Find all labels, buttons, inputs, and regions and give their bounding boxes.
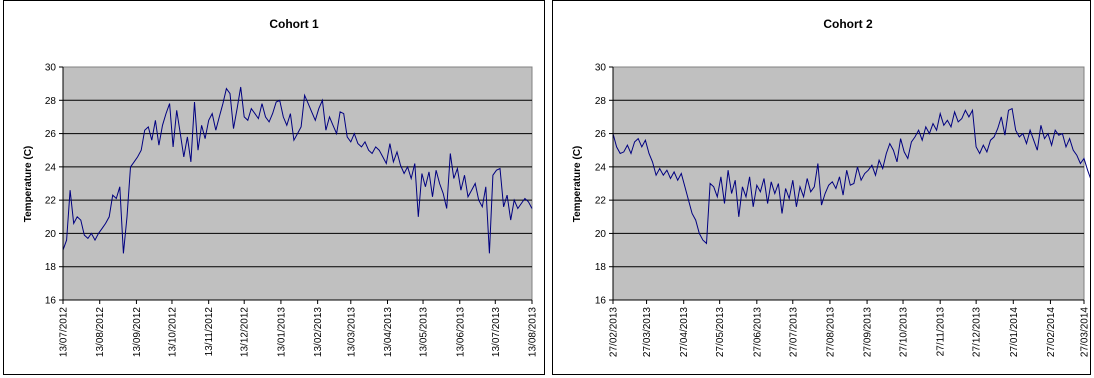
x-tick-label: 27/11/2013	[936, 307, 947, 357]
x-tick-label: 27/03/2013	[642, 307, 653, 357]
x-tick-label: 27/06/2013	[752, 307, 763, 357]
x-tick-label: 13/10/2012	[167, 307, 178, 357]
chart-panel-cohort-1: 16 18 20 22 24 26 28 30 13/07/2012 13/08/2012 13/…	[3, 0, 545, 375]
y-tick-label: 30	[45, 63, 57, 74]
x-tick-label: 27/03/2014	[1080, 307, 1091, 357]
y-tick-label: 16	[595, 296, 607, 307]
x-tick-label: 13/08/2012	[95, 307, 106, 357]
y-tick-label: 22	[595, 196, 607, 207]
y-tick-label: 26	[595, 129, 607, 140]
x-tick-label: 13/02/2013	[313, 307, 324, 357]
x-tick-label: 13/01/2013	[276, 307, 287, 357]
y-tick-label: 22	[45, 196, 57, 207]
x-tick-label: 27/01/2014	[1009, 307, 1020, 357]
x-tick-label: 27/02/2013	[609, 307, 620, 357]
x-tick-label: 13/08/2013	[528, 307, 539, 357]
gridlines	[59, 66, 533, 304]
x-tick-label: 13/06/2013	[455, 307, 466, 357]
x-tick-label: 13/09/2012	[132, 307, 143, 357]
x-tick-label: 27/02/2014	[1046, 307, 1057, 357]
chart-panel-cohort-2: 16 18 20 22 24 26 28 30 27/02/2013 27/03/2013 27/…	[552, 0, 1091, 375]
x-tick-label: 27/09/2013	[863, 307, 874, 357]
x-tick-labels: 27/02/2013 27/03/2013 27/04/2013 27/05/2013…	[609, 307, 1091, 357]
x-tick-label: 13/04/2013	[383, 307, 394, 357]
x-tick-label: 27/08/2013	[825, 307, 836, 357]
y-tick-label: 16	[45, 296, 57, 307]
y-tick-label: 20	[595, 229, 607, 240]
y-tick-label: 18	[595, 262, 607, 273]
temperature-line	[612, 107, 1090, 245]
x-tick-label: 27/12/2013	[972, 307, 983, 357]
y-axis-label: Temperature (C)	[572, 146, 583, 223]
chart-title: Cohort 2	[823, 17, 873, 31]
x-tick-label: 27/05/2013	[715, 307, 726, 357]
y-axis-label: Temperature (C)	[23, 146, 34, 223]
x-tick-labels: 13/07/2012 13/08/2012 13/09/2012 13/10/2012…	[59, 307, 539, 357]
plot-area	[62, 66, 533, 301]
plot-area	[612, 66, 1085, 301]
y-tick-label: 24	[595, 162, 607, 173]
y-tick-label: 30	[595, 63, 607, 74]
y-tick-labels: 16 18 20 22 24 26 28 30	[45, 63, 57, 307]
y-tick-label: 24	[45, 162, 57, 173]
x-tick-label: 13/12/2012	[240, 307, 251, 357]
x-tick-label: 13/07/2013	[491, 307, 502, 357]
y-tick-label: 28	[595, 96, 607, 107]
y-tick-label: 18	[45, 262, 57, 273]
x-tick-label: 27/10/2013	[899, 307, 910, 357]
x-tick-label: 13/11/2012	[204, 307, 215, 357]
y-tick-label: 26	[45, 129, 57, 140]
x-tick-label: 13/03/2013	[346, 307, 357, 357]
x-tick-label: 13/05/2013	[419, 307, 430, 357]
x-tick-label: 27/07/2013	[788, 307, 799, 357]
x-tick-label: 13/07/2012	[59, 307, 70, 357]
y-tick-label: 20	[45, 229, 57, 240]
temperature-line	[62, 86, 533, 254]
chart-title: Cohort 1	[269, 17, 319, 31]
y-tick-label: 28	[45, 96, 57, 107]
y-tick-labels: 16 18 20 22 24 26 28 30	[595, 63, 607, 307]
x-tick-label: 27/04/2013	[679, 307, 690, 357]
